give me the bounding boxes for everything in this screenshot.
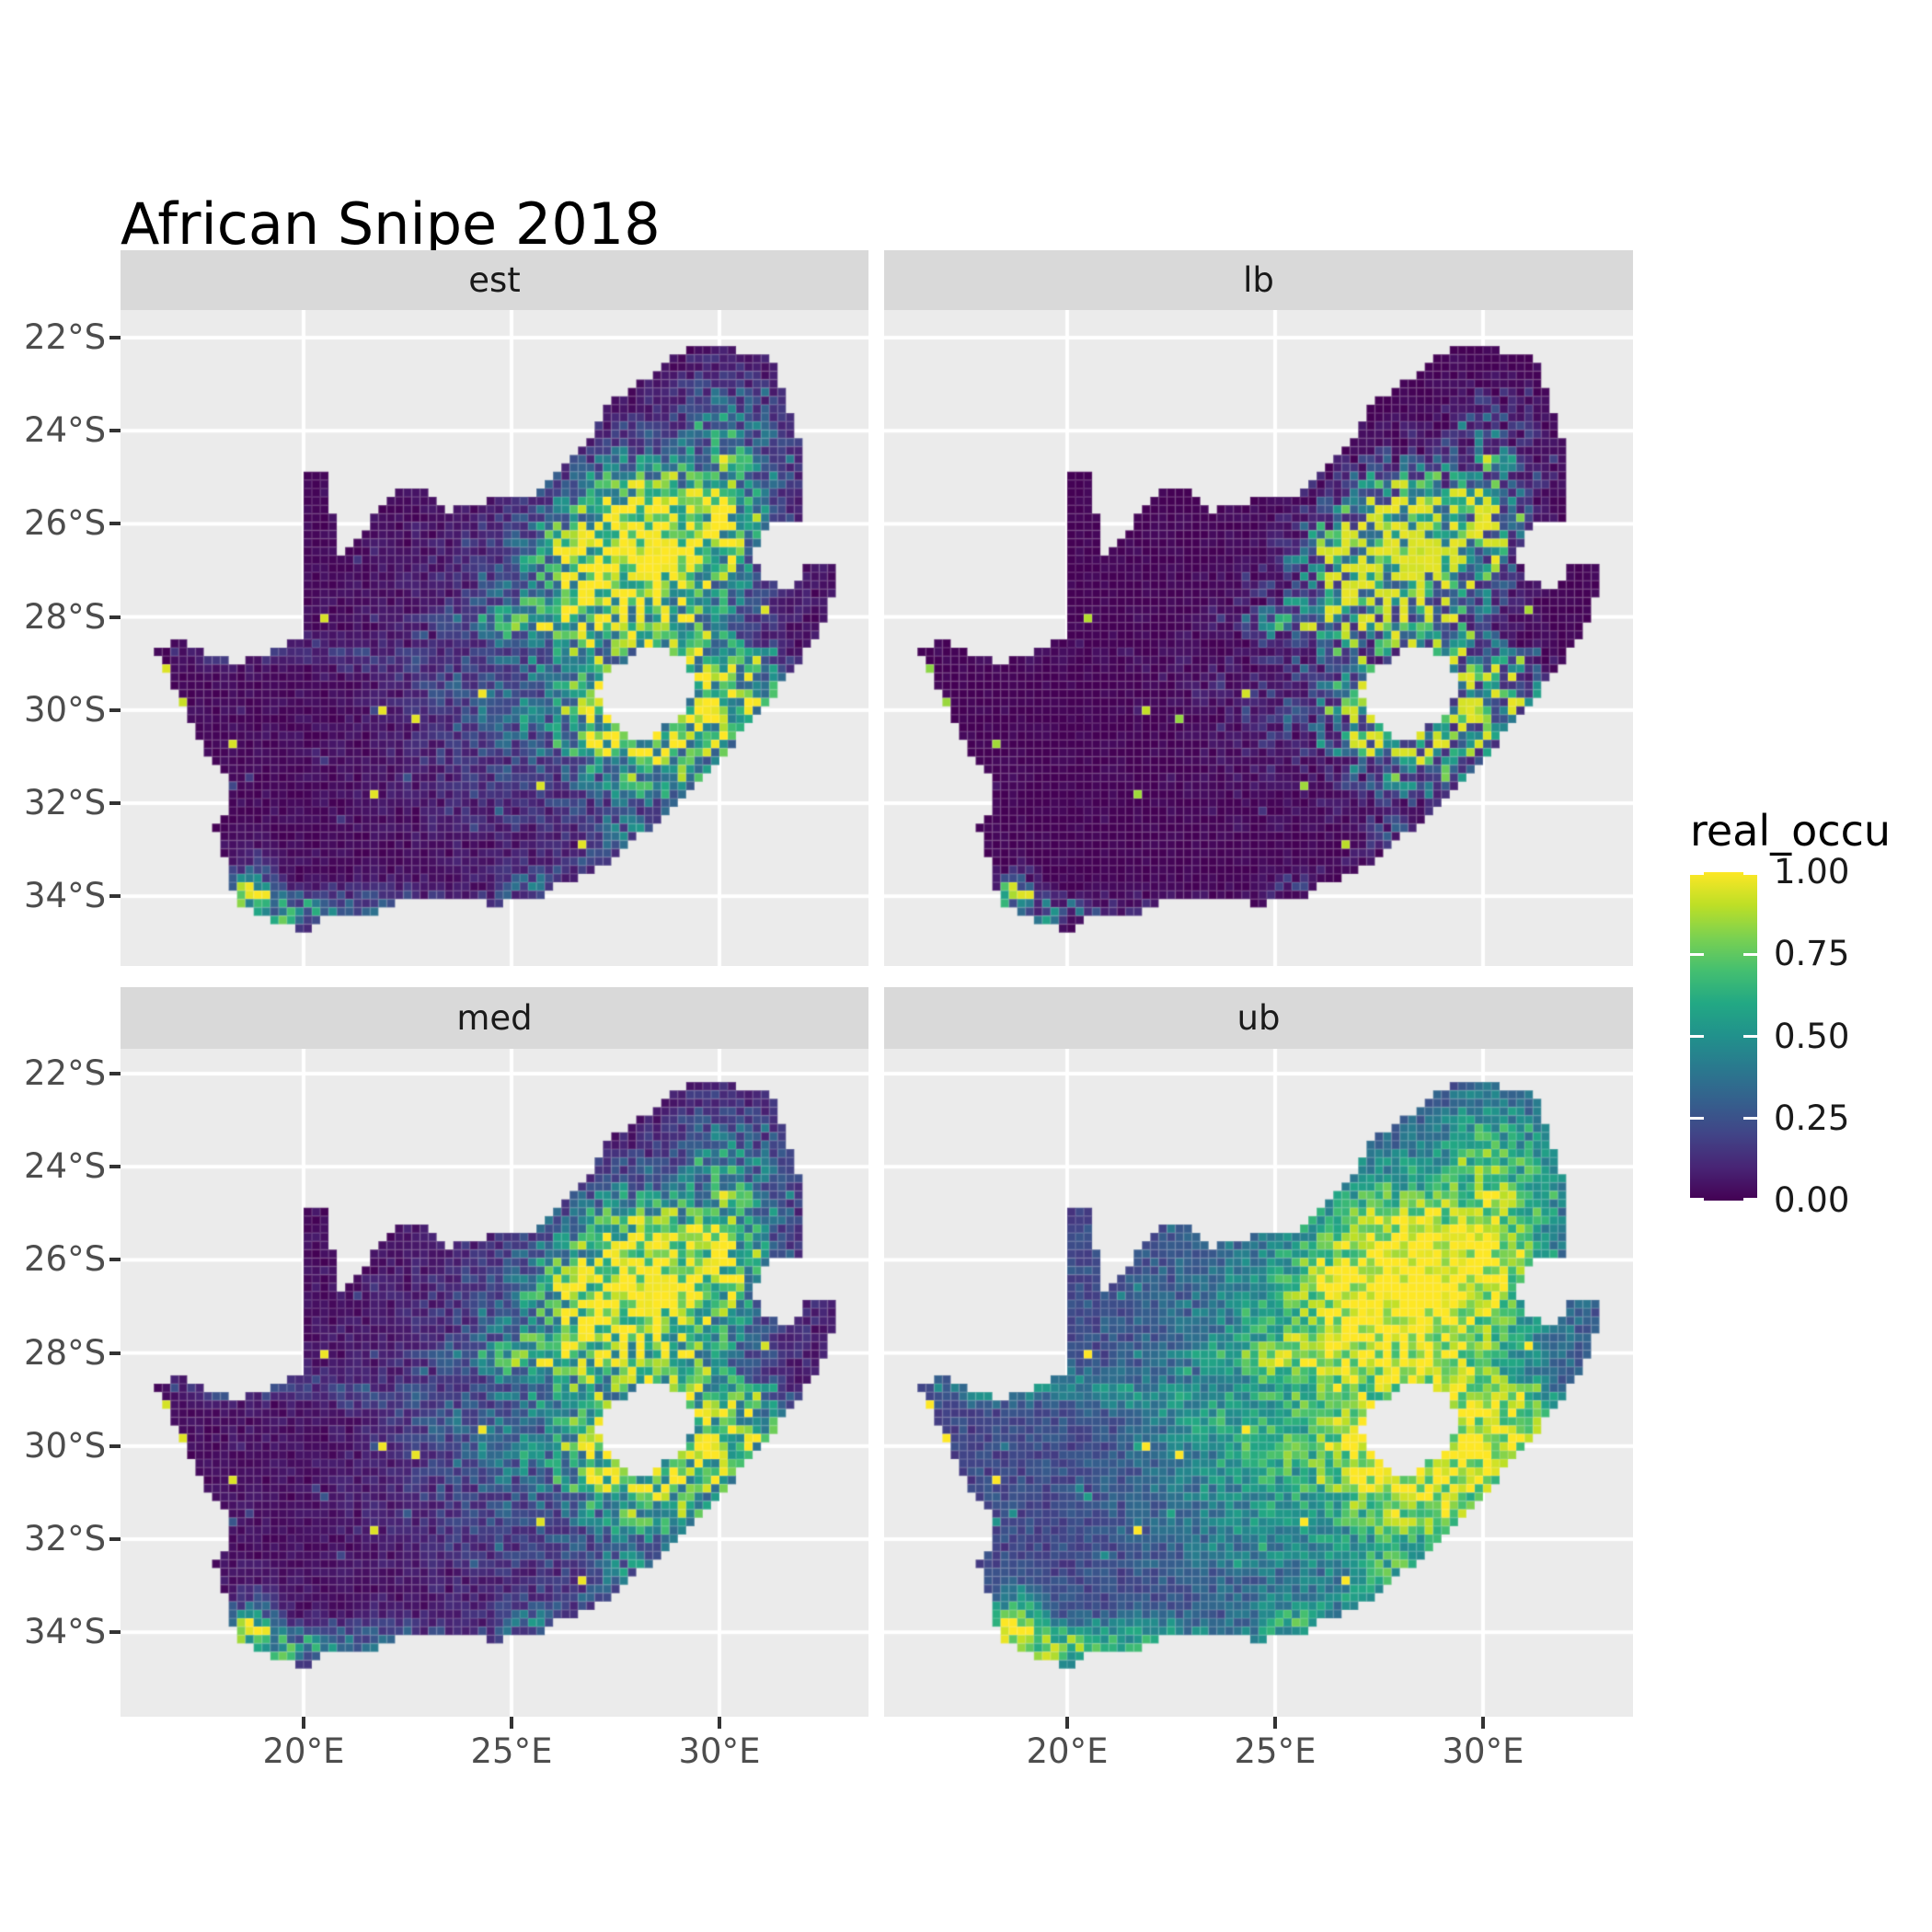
legend-tick-label: 0.00 — [1774, 1180, 1850, 1220]
y-axis-tick-label: 28°S — [24, 596, 107, 637]
legend-colorbar-tick — [1690, 872, 1704, 875]
y-axis-tick — [109, 615, 121, 619]
x-axis-tick — [717, 1717, 721, 1729]
legend-colorbar-tick — [1743, 1117, 1757, 1121]
y-axis-tick-label: 22°S — [24, 1053, 107, 1094]
y-axis-tick-label: 22°S — [24, 317, 107, 357]
x-axis-tick — [509, 1717, 513, 1729]
y-axis-tick — [109, 1258, 121, 1262]
x-axis-tick-label: 25°E — [470, 1731, 553, 1771]
facet-strip-est: est — [121, 250, 868, 310]
map-panel-med — [121, 1049, 868, 1717]
x-axis-tick-label: 20°E — [1026, 1731, 1109, 1771]
legend-tick-label: 0.25 — [1774, 1098, 1850, 1138]
y-axis-tick — [109, 894, 121, 899]
y-axis-tick — [109, 1537, 121, 1542]
y-axis-tick-label: 30°S — [24, 1425, 107, 1466]
y-axis-tick — [109, 522, 121, 526]
legend-colorbar — [1690, 872, 1757, 1201]
legend-colorbar-tick — [1690, 1117, 1704, 1121]
y-axis-tick — [109, 429, 121, 433]
x-axis-tick-label: 25°E — [1234, 1731, 1317, 1771]
y-axis-tick-label: 24°S — [24, 410, 107, 451]
y-axis-tick — [109, 1630, 121, 1635]
x-axis-tick — [1272, 1717, 1277, 1729]
x-axis-tick — [1064, 1717, 1069, 1729]
x-axis-tick-label: 30°E — [1442, 1731, 1524, 1771]
facet-strip-med: med — [121, 987, 868, 1049]
facet-strip-label-lb: lb — [1243, 260, 1274, 300]
x-axis-tick — [1480, 1717, 1485, 1729]
x-axis-tick — [301, 1717, 305, 1729]
y-axis-tick-label: 26°S — [24, 503, 107, 544]
plot-title: African Snipe 2018 — [121, 190, 661, 258]
facet-strip-ub: ub — [884, 987, 1633, 1049]
y-axis-tick — [109, 707, 121, 712]
y-axis-tick-label: 24°S — [24, 1146, 107, 1187]
legend-colorbar-tick — [1690, 952, 1704, 956]
legend-colorbar-tick — [1690, 1035, 1704, 1038]
facet-strip-label-est: est — [468, 260, 521, 300]
legend-tick-label: 1.00 — [1774, 852, 1850, 891]
legend-tick-label: 0.75 — [1774, 934, 1850, 974]
legend-colorbar-tick — [1743, 1035, 1757, 1038]
y-axis-tick-label: 28°S — [24, 1332, 107, 1373]
y-axis-tick — [109, 1165, 121, 1169]
y-axis-tick-label: 34°S — [24, 876, 107, 916]
y-axis-tick — [109, 801, 121, 805]
y-axis-tick — [109, 336, 121, 339]
legend-colorbar-tick — [1743, 1198, 1757, 1201]
x-axis-tick-label: 20°E — [262, 1731, 345, 1771]
y-axis-tick — [109, 1351, 121, 1355]
x-axis-tick-label: 30°E — [678, 1731, 761, 1771]
legend-colorbar-tick — [1743, 952, 1757, 956]
y-axis-tick-label: 30°S — [24, 689, 107, 730]
map-panel-lb — [884, 310, 1633, 966]
y-axis-tick-label: 34°S — [24, 1612, 107, 1652]
y-axis-tick-label: 26°S — [24, 1239, 107, 1280]
y-axis-tick — [109, 1443, 121, 1448]
legend-tick-label: 0.50 — [1774, 1016, 1850, 1056]
legend-colorbar-tick — [1743, 872, 1757, 875]
y-axis-tick-label: 32°S — [24, 783, 107, 822]
facet-strip-lb: lb — [884, 250, 1633, 310]
y-axis-tick-label: 32°S — [24, 1519, 107, 1559]
facet-strip-label-med: med — [456, 998, 533, 1038]
legend-colorbar-tick — [1690, 1198, 1704, 1201]
legend-real-occu: real_occu 1.00 0.75 0.50 0.25 0.00 — [1679, 800, 1932, 1233]
facet-strip-label-ub: ub — [1236, 998, 1281, 1038]
map-panel-est — [121, 310, 868, 966]
y-axis-tick — [109, 1072, 121, 1076]
map-panel-ub — [884, 1049, 1633, 1717]
legend-title: real_occu — [1690, 806, 1892, 856]
